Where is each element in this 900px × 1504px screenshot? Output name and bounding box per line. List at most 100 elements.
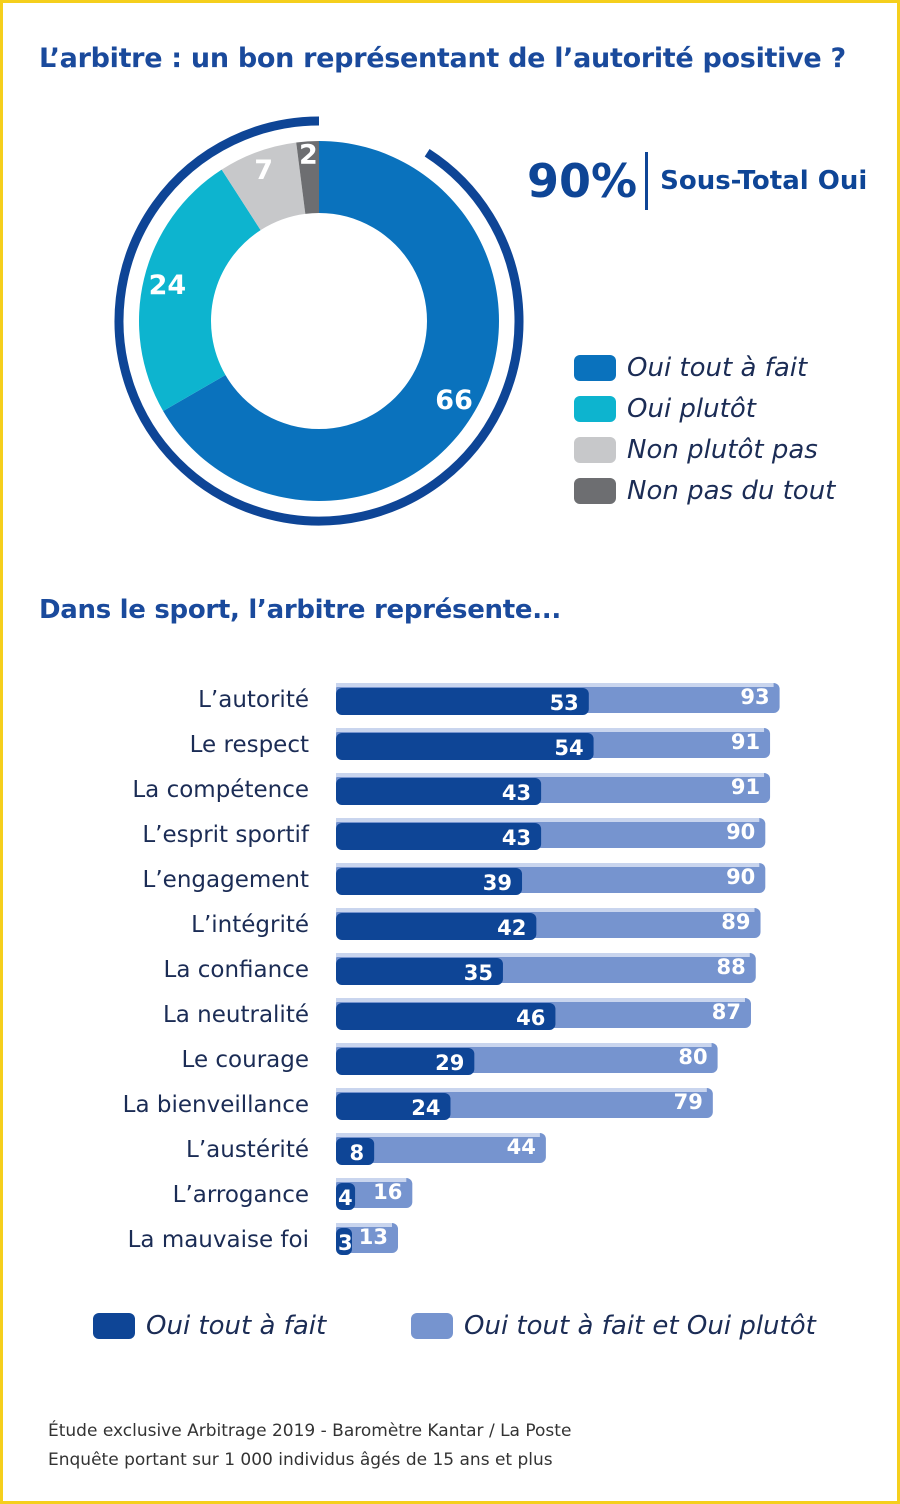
bar-total-value: 16 (373, 1180, 402, 1204)
bar-category-label: L’intégrité (191, 912, 309, 938)
donut-slice-label: 24 (149, 270, 187, 301)
bar-oui-tout-a-fait (336, 958, 503, 985)
bar-total-highlight (336, 1133, 540, 1137)
bar-category-label: La compétence (132, 777, 309, 803)
bar-category-label: Le courage (182, 1047, 309, 1073)
legend-label: Non pas du tout (627, 475, 836, 506)
bar-category-label: L’autorité (198, 687, 309, 713)
legend-item-non-pas-du-tout: Non pas du tout (574, 470, 835, 511)
subtotal-divider (645, 152, 649, 210)
bar-oui-tout-a-fait (336, 1048, 475, 1075)
legend-label: Oui plutôt (627, 393, 756, 424)
bar-total-highlight (336, 998, 745, 1002)
legend-label: Oui tout à fait (146, 1311, 327, 1341)
donut-slice-label: 2 (299, 139, 318, 170)
donut-chart: 66 24 7 2 (114, 116, 524, 526)
bar-oui-tout-a-fait (336, 1003, 556, 1030)
legend-item-non-plutot-pas: Non plutôt pas (574, 429, 835, 470)
bar-oui-tout-a-fait (336, 868, 523, 895)
bar-oui-tout-a-fait-value: 42 (497, 916, 526, 940)
bar-oui-tout-a-fait-value: 46 (516, 1006, 545, 1030)
bar-oui-tout-a-fait-value: 35 (464, 961, 493, 985)
subtotal-value: 90% (527, 154, 638, 208)
legend-swatch (574, 395, 616, 422)
bar-category-label: Le respect (190, 732, 309, 758)
bar-oui-tout-a-fait (336, 823, 542, 850)
legend-label: Oui tout à fait (627, 352, 808, 383)
bar-oui-tout-a-fait-value: 43 (502, 781, 531, 805)
subtotal-label: Sous-Total Oui (660, 166, 868, 196)
bar-total-highlight (336, 773, 765, 777)
bar-total-value: 90 (726, 820, 755, 844)
bar-total-value: 44 (507, 1135, 536, 1159)
source-line-2: Enquête portant sur 1 000 individus âgés… (48, 1450, 553, 1470)
bar-total-value: 93 (740, 685, 769, 709)
bar-total-highlight (336, 818, 760, 822)
bar-total (336, 1133, 546, 1163)
yes-subtotal-arc (114, 116, 524, 526)
bar-total-highlight (336, 683, 774, 687)
bar-total-value: 13 (359, 1225, 388, 1249)
bar-category-label: La mauvaise foi (128, 1227, 309, 1253)
donut-legend: Oui tout à fait Oui plutôt Non plutôt pa… (574, 347, 835, 511)
bar-category-label: L’esprit sportif (142, 822, 310, 848)
bar-oui-tout-a-fait-value: 24 (411, 1096, 440, 1120)
legend-swatch (93, 1313, 135, 1339)
bar-category-label: La bienveillance (123, 1092, 309, 1118)
bar-total-highlight (336, 953, 750, 957)
bar-total-highlight (336, 728, 765, 732)
legend-swatch (411, 1313, 453, 1339)
donut-slice-3 (296, 141, 319, 214)
bar-oui-tout-a-fait (336, 778, 542, 805)
legend-label: Oui tout à fait et Oui plutôt (464, 1311, 816, 1341)
legend-item-oui-tout-a-fait: Oui tout à fait (574, 347, 835, 388)
bar-chart: L’autorité 93 53 Le respect 91 54 La compétenc… (123, 683, 780, 1255)
donut-slice-1 (139, 169, 261, 411)
bar-total-value: 91 (731, 730, 760, 754)
bar-total-value: 88 (717, 955, 746, 979)
legend-swatch (574, 354, 616, 381)
bar-category-label: La confiance (164, 957, 309, 983)
bar-category-label: L’arrogance (173, 1182, 309, 1208)
bar-category-label: La neutralité (163, 1002, 309, 1028)
bar-oui-tout-a-fait-value: 3 (338, 1231, 353, 1255)
bar-legend-item-oui-total: Oui tout à fait et Oui plutôt (411, 1311, 816, 1341)
bar-oui-tout-a-fait (336, 688, 589, 715)
legend-label: Non plutôt pas (627, 434, 818, 465)
donut-slice-label: 7 (254, 155, 273, 186)
legend-item-oui-plutot: Oui plutôt (574, 388, 835, 429)
bar-total-highlight (336, 1088, 707, 1092)
bar-oui-tout-a-fait (336, 733, 594, 760)
bar-total-value: 91 (731, 775, 760, 799)
bar-legend-item-oui-tout-a-fait: Oui tout à fait (93, 1311, 326, 1341)
donut-slice-2 (221, 142, 306, 231)
bar-total-value: 89 (721, 910, 750, 934)
bar-total-highlight (336, 908, 755, 912)
donut-slice-0 (163, 141, 500, 501)
bar-total-value: 79 (674, 1090, 703, 1114)
bar-total-value: 90 (726, 865, 755, 889)
bar-oui-tout-a-fait-value: 54 (554, 736, 583, 760)
bar-oui-tout-a-fait (336, 1228, 352, 1255)
bar-total (336, 1178, 413, 1208)
legend-swatch (574, 477, 616, 504)
bar-total-highlight (336, 1223, 393, 1227)
bar-category-label: L’engagement (143, 867, 309, 893)
bar-total-highlight (336, 1178, 407, 1182)
bar-oui-tout-a-fait (336, 1138, 375, 1165)
bar-total-value: 80 (678, 1045, 707, 1069)
donut-title: L’arbitre : un bon représentant de l’aut… (39, 43, 846, 74)
bar-chart-title: Dans le sport, l’arbitre représente... (39, 595, 561, 625)
bar-total-value: 87 (712, 1000, 741, 1024)
bar-category-label: L’austérité (186, 1137, 309, 1163)
bar-oui-tout-a-fait-value: 8 (350, 1141, 365, 1165)
donut-slice-label: 66 (435, 385, 473, 416)
bar-oui-tout-a-fait-value: 39 (483, 871, 512, 895)
source-note: Étude exclusive Arbitrage 2019 - Baromèt… (48, 1417, 571, 1475)
subtotal: 90% Sous-Total Oui (527, 151, 867, 211)
bar-oui-tout-a-fait-value: 53 (550, 691, 579, 715)
bar-oui-tout-a-fait-value: 43 (502, 826, 531, 850)
source-line-1: Étude exclusive Arbitrage 2019 - Baromèt… (48, 1421, 572, 1441)
legend-swatch (574, 436, 616, 463)
